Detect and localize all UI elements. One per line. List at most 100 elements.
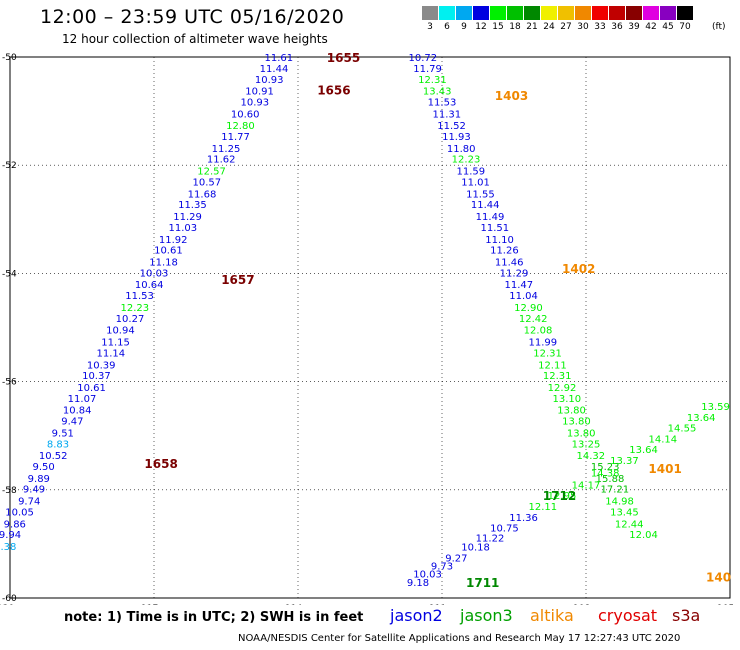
y-tick-label: -58 [2,486,17,496]
data-point-s3a: 10.60 [231,109,260,120]
page-title: 12:00 – 23:59 UTC 05/16/2020 [40,6,345,28]
data-point-jason3: 9.27 [445,553,467,564]
data-point-jason3: 13.37 [610,456,639,467]
data-point-altika: 11.44 [471,200,500,211]
y-tick-label: -60 [2,594,17,604]
data-point-s3a: 10.94 [106,326,135,337]
color-scale-swatch [473,6,489,20]
data-point-s3a: 11.07 [68,394,97,405]
data-point-altika: 14.32 [576,451,605,462]
footer-credit: NOAA/NESDIS Center for Satellite Applica… [238,633,681,644]
data-point-altika: 11.51 [480,223,509,234]
data-point-altika: 14.98 [605,497,634,508]
color-scale-swatch [422,6,438,20]
data-point-altika: 11.49 [476,212,505,223]
data-point-altika: 11.79 [413,64,442,75]
x-tick-label: -114 [282,604,303,605]
data-point-altika: 15.23 [591,462,620,473]
color-scale-label: 3 [427,22,433,32]
data-point-jason3: 13.59 [701,402,730,413]
data-point-s3a: 10.61 [154,246,183,257]
data-point-s3a: 11.53 [125,291,154,302]
color-scale-label: 18 [509,22,521,32]
data-point-altika: 12.90 [514,303,543,314]
data-point-jason3: 13.64 [629,445,658,456]
data-point-altika: 13.80 [562,417,591,428]
data-point-s3a: 9.94 [0,530,21,541]
data-point-altika: 12.31 [543,371,572,382]
color-scale-label: 6 [444,22,450,32]
color-scale-label: 45 [662,22,674,32]
data-point-s3a: 11.15 [101,338,130,349]
data-point-altika: 12.04 [629,530,658,541]
chart-plot: -120 -117 -114 -111 -108 -105 -60 -58 -56 -54 -52 -… [0,51,734,605]
data-point-s3a: 10.39 [87,360,116,371]
data-point-altika: 11.29 [500,268,529,279]
color-scale-swatch [558,6,574,20]
data-point-s3a: 10.93 [240,97,269,108]
data-point-jason3: 9.18 [407,578,429,589]
data-point-altika: 12.08 [524,326,553,337]
y-tick-label: -50 [2,53,17,63]
data-point-s3a: 9.49 [23,485,45,496]
color-scale-label: 33 [594,22,606,32]
x-tick-label: -105 [714,604,734,605]
data-point-altika: 11.52 [437,121,466,132]
data-point-jason3: 12.95 [548,491,577,502]
data-point-altika: 11.47 [504,280,533,291]
page-subtitle: 12 hour collection of altimeter wave hei… [62,32,328,46]
color-scale-swatch [660,6,676,20]
data-point-altika: 12.11 [538,360,567,371]
color-scale-swatch [456,6,472,20]
data-point-altika: 12.31 [533,348,562,359]
data-point-s3a: 11.14 [96,348,125,359]
data-point-s3a: 10.52 [39,451,68,462]
legend-item-s3a: s3a [672,606,701,625]
data-point-altika: 13.45 [610,507,639,518]
y-tick-label: -54 [2,269,17,279]
color-scale-swatch [677,6,693,20]
color-scale-label: 9 [461,22,467,32]
data-point-altika: 11.53 [428,97,457,108]
data-point-jason3: 10.75 [490,524,519,535]
pass-label-s3a: 1655 [327,51,360,65]
data-point-jason3: 12.11 [528,502,557,513]
data-point-altika: 12.23 [452,155,481,166]
legend-item-jason3: jason3 [460,606,513,625]
color-scale-label: 24 [543,22,555,32]
color-scale-swatch [507,6,523,20]
data-point-altika: 12.31 [418,75,447,86]
data-point-altika: 11.04 [509,291,538,302]
pass-label-altika: 1403 [495,89,528,103]
data-point-s3a: 10.64 [135,280,164,291]
data-point-s3a: 10.57 [192,177,221,188]
data-point-s3a: 9.51 [52,428,74,439]
color-scale-swatch [592,6,608,20]
data-point-altika: 11.80 [447,144,476,155]
color-scale-swatch [541,6,557,20]
data-point-s3a: 11.77 [221,132,250,143]
data-point-jason3: 14.17 [572,480,601,491]
data-point-s3a: 10.91 [245,87,274,98]
color-scale-label: 12 [475,22,487,32]
pass-label-s3a: 1658 [144,457,177,471]
data-point-s3a: 11.92 [159,235,188,246]
data-point-altika: 11.01 [461,177,490,188]
data-point-s3a: 10.84 [63,406,92,417]
data-point-s3a: 11.03 [168,223,197,234]
data-point-s3a: 11.44 [260,64,289,75]
data-point-altika: 11.55 [466,189,495,200]
data-point-s3a: 11.29 [173,212,202,223]
data-point-s3a: 10.37 [82,371,111,382]
color-scale-swatch [609,6,625,20]
data-point-jason3: 10.03 [413,570,442,581]
data-point-jason3: 11.36 [509,513,538,524]
pass-label-altika: 140 [706,570,731,584]
pass-label-jason3: 1712 [543,489,576,503]
data-point-altika: 11.10 [485,235,514,246]
data-point-s3a: 9.74 [18,497,40,508]
data-point-s3a: 11.61 [264,53,293,64]
legend-item-cryosat: cryosat [598,606,658,625]
data-point-s3a: 10.05 [5,507,34,518]
data-point-s3a: 11.35 [178,200,207,211]
